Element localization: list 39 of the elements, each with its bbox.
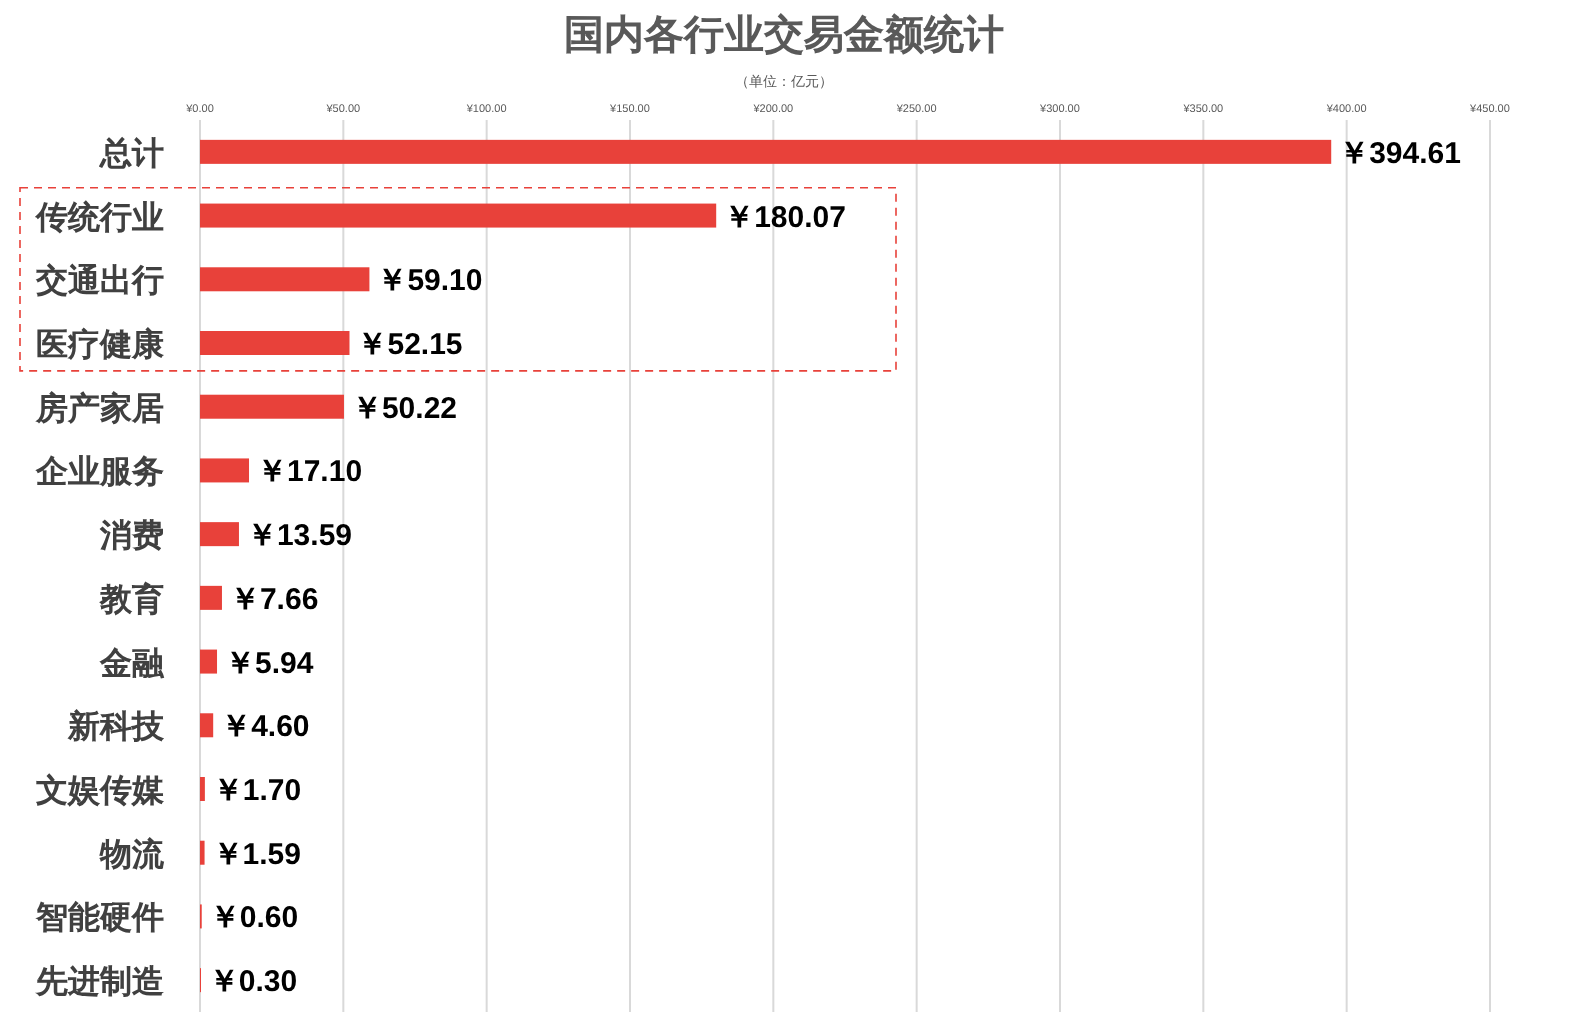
data-label: ￥1.59 — [212, 837, 301, 872]
y-tick-label: 消费 — [98, 518, 164, 555]
data-label: ￥59.10 — [377, 264, 483, 299]
bar — [200, 203, 717, 228]
y-tick-label: 总计 — [98, 135, 164, 172]
data-label: ￥17.10 — [257, 455, 363, 490]
data-label: ￥50.22 — [351, 391, 458, 426]
bar — [200, 522, 239, 547]
y-tick-label: 文娱传媒 — [34, 773, 166, 809]
data-label: ￥1.70 — [212, 774, 302, 808]
y-tick-label: 医疗健康 — [36, 327, 166, 363]
data-label: ￥5.94 — [225, 646, 315, 681]
y-tick-label: 教育 — [98, 579, 164, 618]
bar — [200, 649, 218, 674]
y-tick-label: 先进制造 — [34, 964, 166, 1001]
chart-title: 国内各行业交易金额统计 — [564, 12, 1004, 58]
data-label: ￥0.60 — [209, 901, 299, 936]
y-tick-label: 新科技 — [66, 709, 166, 746]
y-tick-label: 物流 — [98, 834, 166, 873]
data-label: ￥4.60 — [221, 710, 310, 745]
y-tick-label: 房产家居 — [34, 388, 164, 427]
data-label: ￥180.07 — [724, 200, 846, 235]
data-label: ￥7.66 — [229, 582, 319, 617]
bar — [200, 713, 214, 738]
y-tick-label: 交通出行 — [34, 261, 164, 300]
data-label: ￥394.61 — [1339, 136, 1461, 171]
y-tick-label: 金融 — [98, 645, 166, 682]
y-tick-label: 智能硬件 — [34, 900, 164, 937]
bar — [200, 331, 350, 355]
bar — [200, 585, 222, 610]
bar — [200, 394, 344, 419]
y-tick-label: 传统行业 — [34, 199, 164, 236]
y-tick-label: 企业服务 — [34, 454, 164, 491]
bar — [200, 139, 1332, 164]
data-label: ￥0.30 — [208, 965, 298, 1000]
data-label: ￥13.59 — [246, 519, 353, 554]
bar — [200, 267, 370, 292]
bar — [200, 458, 250, 483]
data-label: ￥52.15 — [357, 328, 463, 362]
